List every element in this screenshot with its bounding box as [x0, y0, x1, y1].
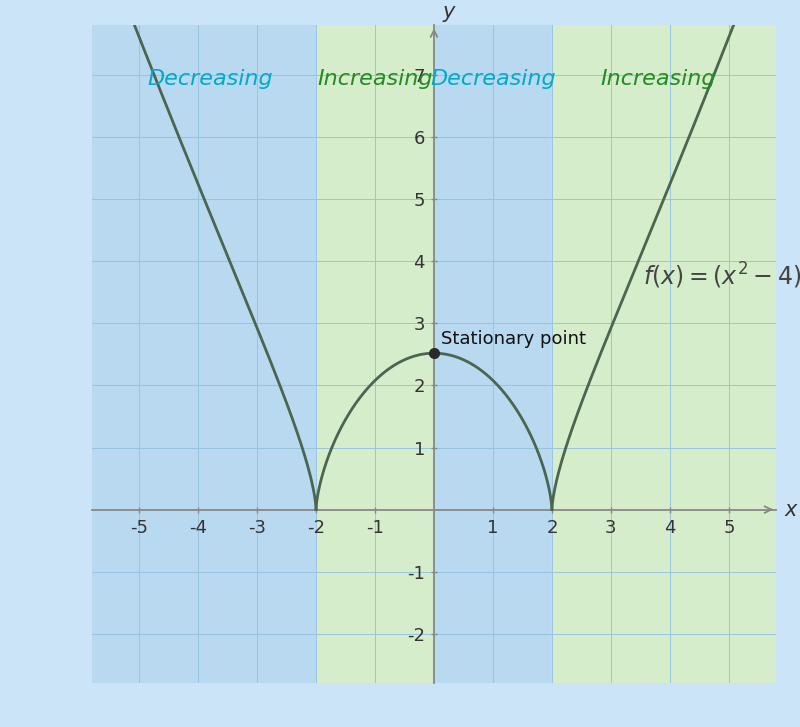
Text: Increasing: Increasing [600, 69, 716, 89]
Bar [92, 25, 316, 683]
Bar [434, 25, 552, 683]
Text: Stationary point: Stationary point [441, 330, 586, 348]
Bar [316, 25, 434, 683]
Text: Decreasing: Decreasing [430, 69, 556, 89]
Text: Decreasing: Decreasing [147, 69, 273, 89]
Text: x: x [785, 499, 798, 520]
Text: $f(x) = (x^2-4)^{\frac{2}{3}}$: $f(x) = (x^2-4)^{\frac{2}{3}}$ [643, 257, 800, 290]
Bar [552, 25, 776, 683]
Text: y: y [443, 2, 455, 23]
Text: Increasing: Increasing [318, 69, 433, 89]
